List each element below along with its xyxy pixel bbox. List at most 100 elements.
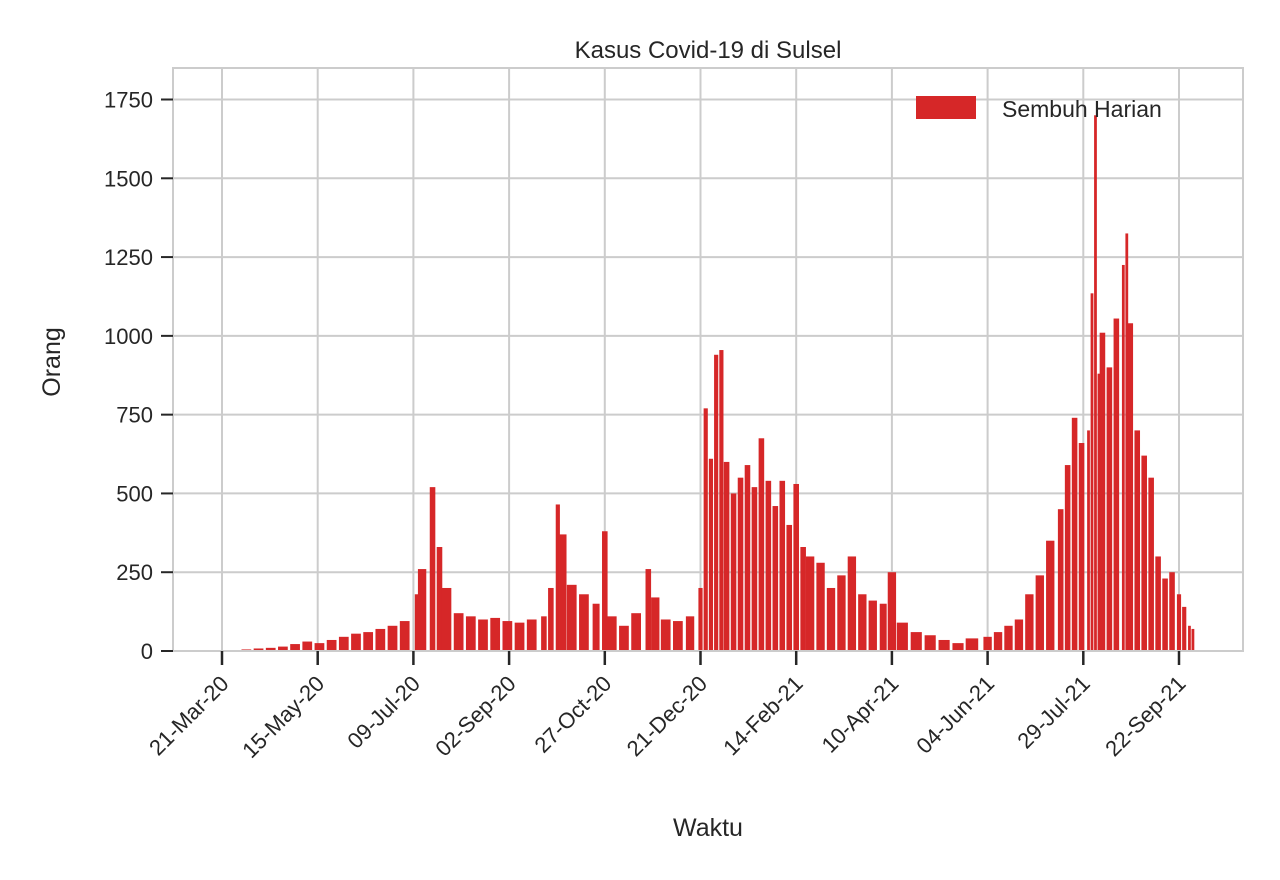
bar [758, 438, 765, 651]
y-axis: 0 250 500 750 1000 1250 1500 1750 [104, 88, 173, 664]
x-tick-label: 04-Jun-21 [911, 671, 999, 759]
y-tick-label: 750 [116, 403, 153, 428]
bar [1071, 417, 1078, 651]
legend-label: Sembuh Harian [1002, 96, 1162, 122]
bar [1148, 477, 1154, 651]
bar [879, 603, 887, 651]
bar [555, 504, 560, 651]
bar [805, 556, 815, 651]
y-tick-label: 500 [116, 481, 153, 506]
x-tick-label: 22-Sep-21 [1100, 671, 1190, 761]
bar [514, 622, 525, 651]
bar [1064, 465, 1071, 651]
bar [685, 616, 695, 651]
x-tick-label: 27-Oct-20 [529, 671, 616, 758]
bar [1106, 367, 1113, 651]
bar [837, 575, 846, 651]
plot-frame [172, 67, 1244, 652]
bar [592, 603, 600, 651]
bar [429, 487, 436, 651]
bar [793, 483, 799, 651]
bar [1046, 540, 1055, 651]
bar [326, 639, 337, 651]
bar [387, 625, 398, 651]
bar [363, 632, 374, 651]
bar [868, 600, 877, 651]
bar [1188, 625, 1191, 651]
bar [302, 641, 313, 651]
legend: Sembuh Harian [916, 96, 1162, 122]
bar [548, 587, 554, 651]
bar [278, 646, 288, 651]
bar [1004, 625, 1013, 651]
bar [800, 547, 806, 651]
x-axis-label: Waktu [673, 814, 743, 842]
x-tick-label: 21-Dec-20 [622, 671, 712, 761]
grid-layer [173, 68, 1243, 652]
bar [1014, 619, 1024, 651]
bar [602, 531, 608, 651]
bar [375, 628, 386, 651]
y-tick-label: 0 [141, 639, 153, 664]
y-tick-label: 1500 [104, 166, 153, 191]
bar [993, 632, 1003, 651]
bar [698, 587, 703, 651]
bar [1087, 430, 1090, 651]
bar [887, 572, 897, 651]
bar [541, 616, 547, 651]
bar [1025, 594, 1034, 651]
bar [786, 524, 793, 651]
y-tick-label: 1250 [104, 245, 153, 270]
bar [441, 587, 452, 651]
bar [606, 616, 617, 651]
bar [765, 480, 772, 651]
bar [1162, 578, 1168, 651]
bar [924, 635, 936, 651]
bar [1176, 594, 1182, 651]
x-tick-label: 09-Jul-20 [342, 671, 425, 754]
bar [502, 621, 513, 651]
bar [772, 506, 779, 651]
x-tick-label: 21-Mar-20 [144, 671, 233, 760]
bar [651, 597, 660, 651]
bar [952, 643, 964, 651]
bar [631, 613, 641, 651]
bar [1057, 509, 1064, 651]
bar [1182, 606, 1187, 651]
bar [1035, 575, 1044, 651]
bar [414, 594, 419, 651]
bar [826, 587, 836, 651]
bar [708, 458, 714, 651]
bar [490, 617, 501, 651]
bar [1127, 323, 1134, 651]
bar [619, 625, 629, 651]
bar [314, 643, 325, 651]
bar [719, 350, 724, 651]
bar [673, 621, 683, 651]
legend-swatch [916, 96, 976, 119]
bar [579, 594, 589, 651]
bar [714, 354, 719, 651]
bar [1121, 264, 1125, 651]
bar [983, 636, 992, 651]
bar [1169, 572, 1175, 651]
bar [399, 621, 410, 651]
bar [478, 619, 488, 651]
bar [779, 480, 786, 651]
bar [526, 619, 537, 651]
bar [910, 632, 922, 651]
bar [1155, 556, 1161, 651]
bar [751, 487, 758, 651]
bar [737, 477, 744, 651]
bar [290, 644, 300, 651]
y-axis-label: Orang [38, 327, 66, 396]
bar [1125, 233, 1129, 651]
bar [436, 547, 443, 651]
bar [660, 619, 671, 651]
x-tick-label: 10-Apr-21 [817, 671, 904, 758]
y-tick-label: 1000 [104, 324, 153, 349]
bar [453, 613, 464, 651]
bar [465, 616, 476, 651]
